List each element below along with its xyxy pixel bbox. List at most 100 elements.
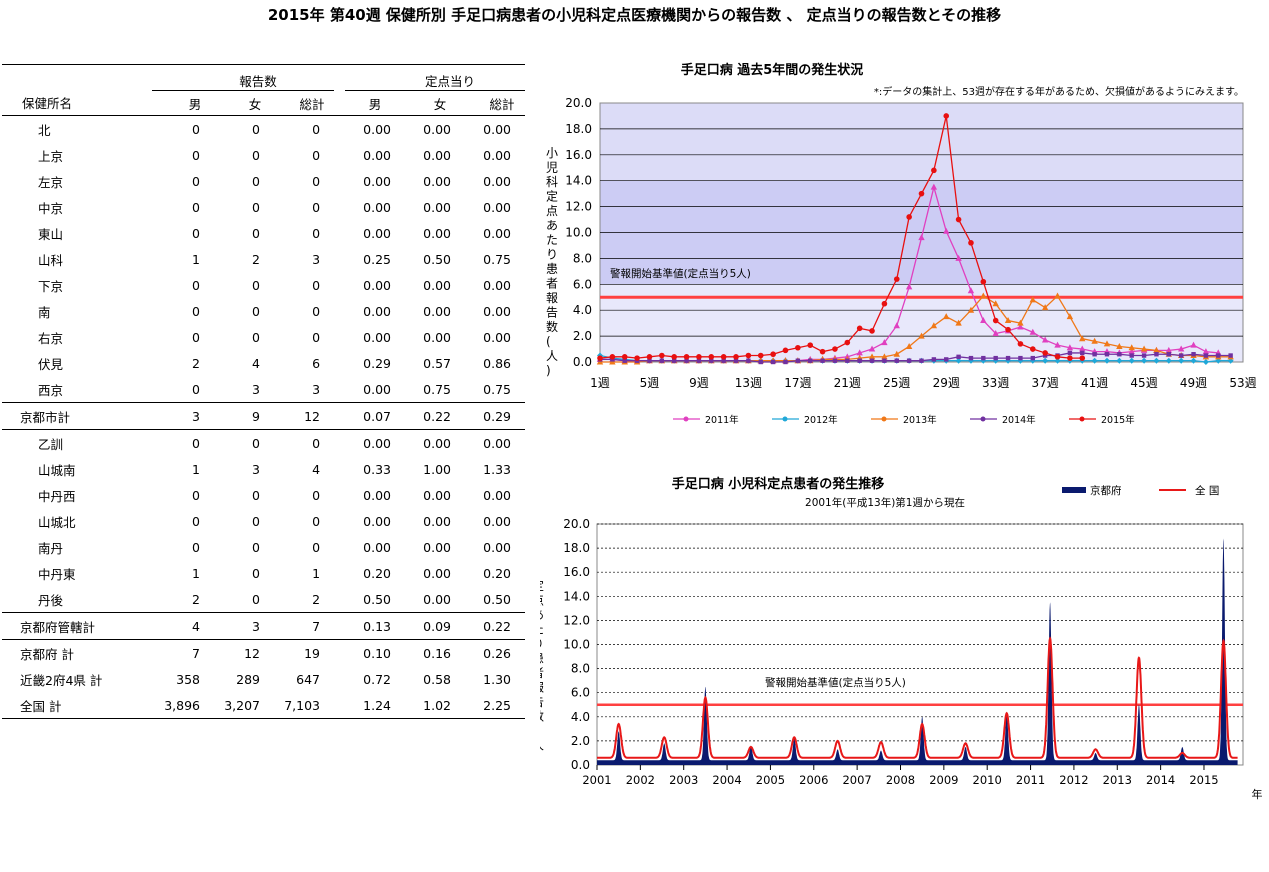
data-point: [955, 216, 962, 223]
data-point: [856, 349, 863, 356]
row-value: 0.20: [483, 565, 512, 581]
y-axis-label-char: ): [546, 364, 551, 378]
row-value: 0: [252, 487, 260, 503]
y-tick-label: 20.0: [563, 517, 590, 531]
data-point: [980, 278, 987, 285]
data-point: [609, 354, 616, 360]
data-point: [1041, 336, 1049, 343]
data-point: [931, 357, 937, 362]
data-point: [709, 358, 714, 363]
data-point: [1066, 313, 1074, 320]
row-value: 0.75: [423, 381, 452, 397]
row-value: 7: [152, 639, 214, 666]
y-axis-label-char: 数: [546, 319, 558, 334]
data-point: [1177, 345, 1185, 352]
data-point: [967, 287, 975, 294]
row-value: 0.00: [423, 303, 452, 319]
row-value: 1.30: [483, 671, 512, 687]
column-header: 女: [405, 90, 466, 116]
data-point: [1104, 352, 1110, 357]
data-point: [646, 354, 653, 360]
data-point: [1216, 353, 1221, 358]
data-point: [721, 358, 726, 363]
x-tick-label: 9週: [689, 376, 709, 390]
row-value: 0: [312, 199, 321, 215]
column-header: 総計: [465, 90, 526, 116]
data-point: [943, 313, 950, 320]
row-value: 0.00: [363, 199, 392, 215]
data-point: [1190, 357, 1197, 364]
legend-label: 京都府: [1090, 484, 1122, 497]
page-title: 2015年 第40週 保健所別 手足口病患者の小児科定点医療機関からの報告数 、…: [267, 6, 1002, 24]
x-tick-label: 2007: [842, 773, 871, 787]
data-point: [944, 357, 949, 362]
y-axis-label-char: 定: [540, 578, 544, 593]
x-tick-label: 2006: [799, 773, 828, 787]
data-point: [1080, 350, 1085, 356]
row-value: 0.00: [345, 429, 406, 456]
y-axis-label-char: 定: [546, 189, 558, 204]
row-value: 0: [312, 225, 321, 241]
data-point: [745, 352, 752, 359]
y-axis-label-char: 小: [546, 146, 558, 160]
row-value: 0: [192, 329, 200, 345]
row-value: 0.22: [405, 402, 466, 430]
legend-label: 2014年: [1002, 414, 1036, 426]
row-value: 0.00: [483, 513, 512, 529]
data-point: [1116, 357, 1123, 364]
table-row: 京都府 計 7 12 19 0.10 0.16 0.26: [2, 639, 526, 666]
row-value: 0: [252, 513, 260, 529]
data-point: [980, 317, 987, 324]
y-tick-label: 14.0: [565, 174, 592, 188]
data-point: [893, 276, 900, 282]
row-value: 0.00: [423, 329, 452, 345]
data-point: [1091, 337, 1098, 344]
row-value: 1: [312, 565, 321, 581]
x-tick-label: 2015: [1189, 773, 1218, 787]
row-value: 0.00: [363, 173, 392, 189]
row-value: 0.00: [423, 565, 452, 581]
y-axis-label-char: (: [546, 335, 551, 349]
y-tick-label: 12.0: [565, 200, 592, 214]
chart-5year: 手足口病 過去5年間の発生状況 *:データの集計上、53週が存在する年があるため…: [546, 62, 1257, 426]
y-tick-label: 6.0: [573, 277, 592, 291]
data-point: [1228, 353, 1233, 358]
row-value: 1.24: [345, 692, 406, 719]
data-point: [981, 355, 986, 361]
y-axis-label-char: 者: [540, 666, 544, 680]
data-point: [857, 358, 862, 363]
row-value: 0.16: [405, 639, 466, 666]
row-value: 0.07: [345, 402, 406, 430]
y-tick-label: 10.0: [563, 638, 590, 652]
y-axis-label-char: 数: [540, 709, 544, 724]
y-tick-label: 2.0: [573, 329, 592, 343]
legend-label: 2015年: [1101, 414, 1135, 426]
row-value: 0: [312, 329, 321, 345]
column-header-name: 保健所名: [2, 90, 152, 116]
row-value: 0.00: [423, 121, 452, 137]
row-value: 0.22: [465, 612, 526, 640]
y-tick-label: 0.0: [571, 758, 590, 772]
x-tick-label: 41週: [1081, 376, 1108, 390]
column-header: 総計: [274, 90, 335, 116]
y-axis-label-char: り: [546, 248, 558, 262]
data-point: [671, 354, 677, 360]
column-header: 男: [152, 90, 214, 116]
legend-swatch: [1062, 487, 1086, 493]
x-tick-label: 2001: [582, 773, 611, 787]
data-point: [733, 354, 739, 360]
data-point: [1153, 357, 1160, 364]
data-point: [882, 358, 887, 363]
chart2-xlabel: 年: [1252, 787, 1263, 801]
data-point: [1178, 353, 1184, 358]
row-name: 京都市計: [2, 402, 152, 430]
y-axis-label-char: 児: [546, 161, 558, 175]
row-name: 上京: [38, 148, 64, 164]
x-tick-label: 2010: [973, 773, 1002, 787]
data-point: [820, 358, 825, 363]
row-value: 0.09: [405, 612, 466, 640]
row-value: 0.00: [363, 303, 392, 319]
row-value: 0: [312, 539, 321, 555]
data-point: [1017, 323, 1024, 330]
row-value: 0.00: [423, 173, 452, 189]
